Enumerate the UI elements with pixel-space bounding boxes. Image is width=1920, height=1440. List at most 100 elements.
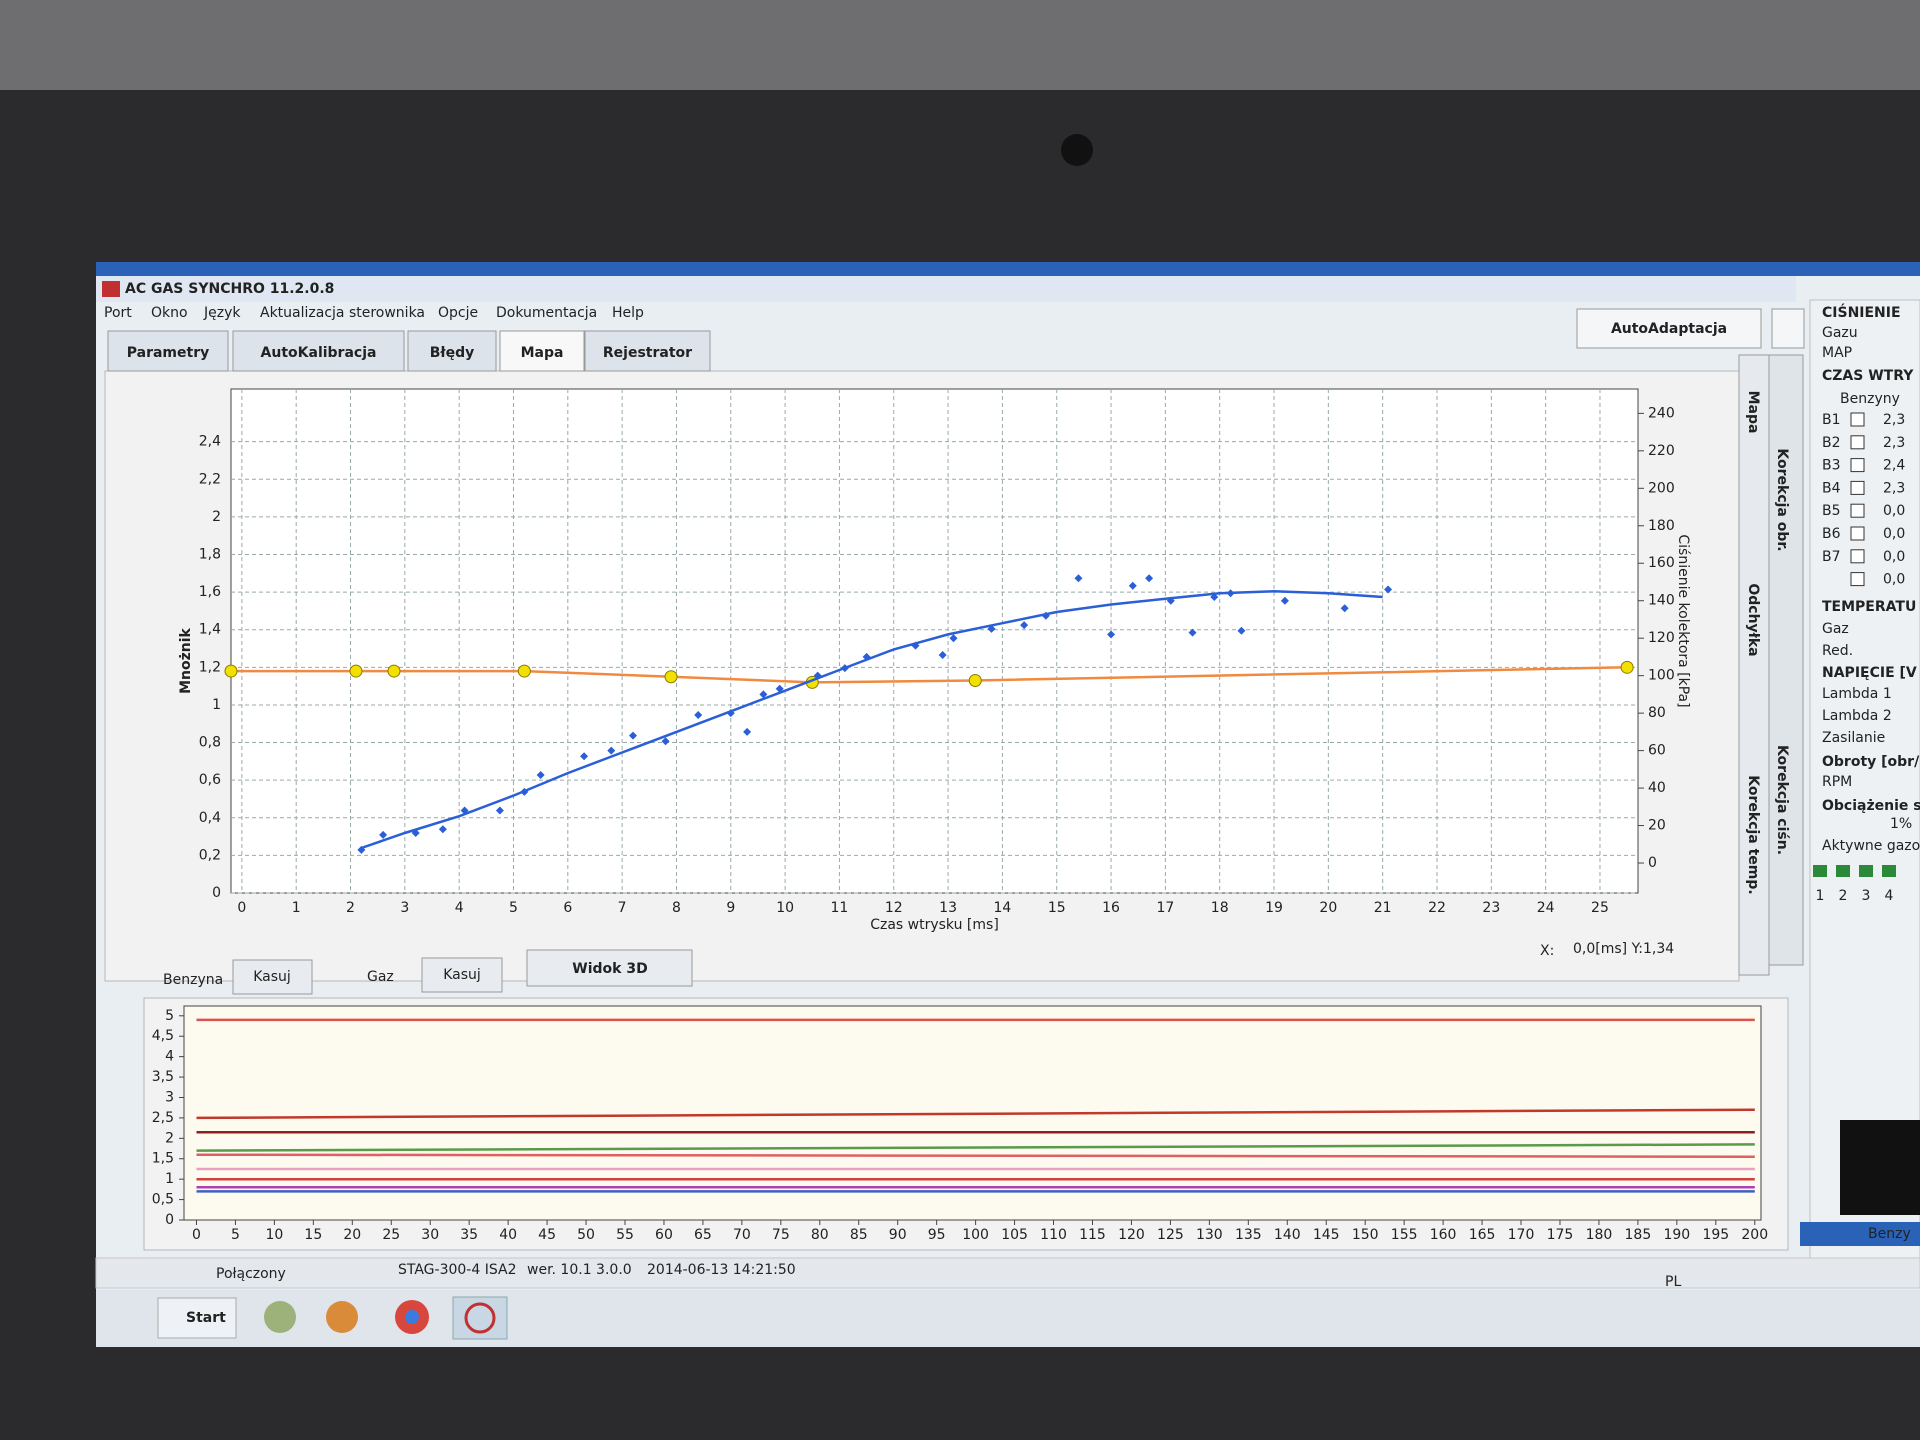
scatter-point [1020, 621, 1029, 630]
x-tick-label: 90 [889, 1227, 907, 1243]
x-tick-label: 110 [1040, 1227, 1067, 1243]
button[interactable] [232, 959, 313, 995]
x-tick-label: 10 [776, 900, 794, 916]
button-label[interactable]: Kasuj [253, 969, 291, 985]
tab[interactable] [584, 330, 711, 372]
menu-item[interactable]: Help [612, 305, 644, 321]
map-point[interactable] [968, 673, 982, 687]
y2-tick-label: 240 [1648, 405, 1675, 421]
checkbox[interactable] [1850, 435, 1865, 450]
autoadaptacja-button[interactable] [1576, 308, 1762, 349]
status-text: wer. 10.1 3.0.0 [527, 1262, 632, 1278]
webcam [1061, 134, 1093, 166]
x-tick-label: 200 [1741, 1227, 1768, 1243]
x-tick-label: 4 [455, 900, 464, 916]
x-tick-label: 18 [1211, 900, 1229, 916]
injector-label: B5 [1822, 503, 1841, 519]
map-point[interactable] [349, 664, 363, 678]
taskbar-icon [464, 1302, 496, 1334]
tab[interactable] [407, 330, 497, 372]
injector-value: 2,3 [1883, 480, 1905, 496]
tab-label[interactable]: Rejestrator [603, 345, 692, 361]
button[interactable] [526, 949, 693, 987]
checkbox[interactable] [1850, 458, 1865, 473]
active-icon [1859, 865, 1873, 877]
label: Benzyna [163, 972, 223, 988]
map-point[interactable] [387, 664, 401, 678]
screen-top [96, 262, 1920, 276]
injector-value: 0,0 [1883, 549, 1905, 565]
map-point[interactable] [1620, 660, 1634, 674]
scatter-point [949, 634, 958, 643]
tab-label[interactable]: Mapa [521, 345, 564, 361]
side-tab-column [1768, 354, 1804, 966]
x-tick-label: 50 [577, 1227, 595, 1243]
side-tab[interactable]: Odchyłka [1745, 583, 1761, 656]
gauge-widget [1840, 1120, 1920, 1215]
checkbox[interactable] [1850, 526, 1865, 541]
menu-item[interactable]: Dokumentacja [496, 305, 597, 321]
y-tick-label: 0,8 [199, 735, 221, 751]
checkbox[interactable] [1850, 549, 1865, 564]
button-label[interactable]: Widok 3D [572, 961, 647, 977]
x-tick-label: 45 [538, 1227, 556, 1243]
scatter-point [694, 711, 703, 720]
x-tick-label: 16 [1102, 900, 1120, 916]
scatter-point [536, 770, 545, 779]
button[interactable] [421, 957, 503, 993]
status-text: 2014-06-13 14:21:50 [647, 1262, 796, 1278]
map-point[interactable] [517, 664, 531, 678]
y-tick-label: 2 [212, 509, 221, 525]
map-point[interactable] [664, 670, 678, 684]
background [0, 0, 1920, 90]
tab-label[interactable]: Błędy [430, 345, 475, 361]
scatter-point [1280, 596, 1289, 605]
menu-item[interactable]: Aktualizacja sterownika [260, 305, 425, 321]
side-tab[interactable]: Korekcja obr. [1774, 448, 1790, 551]
y-tick-label: 0 [212, 885, 221, 901]
label: Gaz [367, 969, 394, 985]
x-tick-label: 185 [1625, 1227, 1652, 1243]
tab-label[interactable]: Parametry [127, 345, 210, 361]
tab[interactable] [107, 330, 229, 372]
taskbar-icon[interactable] [264, 1301, 296, 1333]
x-tick-label: 17 [1156, 900, 1174, 916]
y2-tick-label: 100 [1648, 668, 1675, 684]
checkbox[interactable] [1850, 572, 1865, 587]
x-tick-label: 135 [1235, 1227, 1262, 1243]
tab[interactable] [232, 330, 405, 372]
panel-text: Gazu [1822, 325, 1858, 341]
side-tab[interactable]: Korekcja ciśn. [1774, 745, 1790, 855]
menu-item[interactable]: Język [203, 305, 241, 321]
y-tick-label: 1,2 [199, 659, 221, 675]
scatter-point [1188, 628, 1197, 637]
x-tick-label: 75 [772, 1227, 790, 1243]
scatter-point [1237, 626, 1246, 635]
checkbox[interactable] [1850, 480, 1865, 495]
start-label[interactable]: Start [186, 1310, 226, 1326]
tab-label[interactable]: AutoKalibracja [261, 345, 377, 361]
side-tab[interactable]: Mapa [1745, 391, 1761, 434]
y-tick-label: 0,6 [199, 772, 221, 788]
menu-item[interactable]: Port [104, 305, 132, 321]
menu-item[interactable]: Opcje [438, 305, 478, 321]
autoadaptacja-label[interactable]: AutoAdaptacja [1611, 321, 1727, 337]
title-bar [96, 276, 1796, 302]
taskbar-icon[interactable] [326, 1301, 358, 1333]
checkbox[interactable] [1850, 412, 1865, 427]
x-tick-label: 180 [1586, 1227, 1613, 1243]
y2-tick-label: 60 [1648, 743, 1666, 759]
side-tab[interactable]: Korekcja temp. [1745, 775, 1761, 894]
menu-item[interactable]: Okno [151, 305, 188, 321]
window-title: AC GAS SYNCHRO 11.2.0.8 [125, 281, 334, 297]
panel-text: CZAS WTRY [1822, 368, 1914, 384]
start-button[interactable] [157, 1297, 237, 1339]
info-button[interactable] [1771, 308, 1805, 349]
tab[interactable] [499, 330, 585, 372]
active-icon [1882, 865, 1896, 877]
checkbox[interactable] [1850, 503, 1865, 518]
x-tick-label: 24 [1537, 900, 1555, 916]
button-label[interactable]: Kasuj [443, 967, 481, 983]
map-point[interactable] [224, 664, 238, 678]
y-tick-label: 0,4 [199, 810, 221, 826]
